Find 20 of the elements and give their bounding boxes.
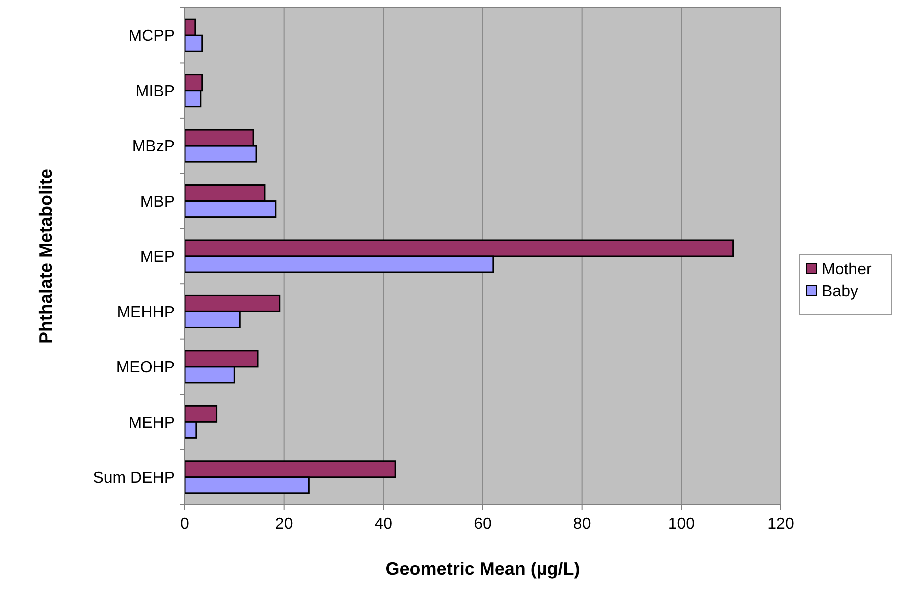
legend-label: Baby bbox=[822, 284, 858, 301]
x-tick-label: 20 bbox=[275, 516, 294, 533]
legend-label: Mother bbox=[822, 262, 872, 279]
x-tick-label: 40 bbox=[374, 516, 393, 533]
x-tick-label: 120 bbox=[768, 516, 794, 533]
y-axis-title: Phthalate Metabolite bbox=[36, 168, 56, 344]
y-tick-label: MCPP bbox=[128, 28, 175, 46]
y-tick-label: MEOHP bbox=[116, 360, 175, 377]
x-tick-label: 80 bbox=[573, 516, 592, 533]
y-tick-label: MEHP bbox=[128, 414, 175, 432]
y-tick-label: MBzP bbox=[132, 138, 175, 156]
x-tick-label: 100 bbox=[668, 516, 696, 533]
y-tick-label: MBP bbox=[140, 194, 175, 211]
x-tick-label: 60 bbox=[474, 516, 492, 533]
x-tick-label: 0 bbox=[180, 516, 190, 533]
x-axis-title: Geometric Mean (µg/L) bbox=[386, 559, 580, 579]
y-tick-label: MEP bbox=[140, 249, 175, 266]
y-tick-label: MIBP bbox=[136, 83, 175, 100]
y-tick-label: MEHHP bbox=[117, 304, 175, 322]
y-tick-label: Sum DEHP bbox=[93, 470, 175, 487]
